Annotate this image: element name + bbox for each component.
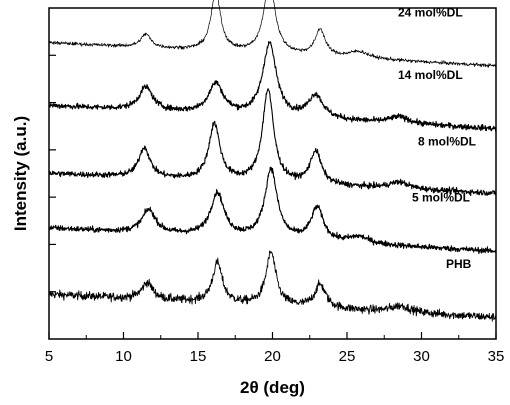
x-tick-label: 5 xyxy=(45,348,53,365)
series-label: 14 mol%DL xyxy=(398,68,463,82)
series-line-5-mol-dl xyxy=(48,166,497,255)
x-axis: 5 10 15 20 25 30 35 xyxy=(45,332,505,365)
y-axis-title: Intensity (a.u.) xyxy=(11,116,30,231)
series-label: PHB xyxy=(446,257,472,271)
series-label: 5 mol%DL xyxy=(412,191,470,205)
y-axis xyxy=(49,54,56,293)
x-tick-label: 10 xyxy=(115,348,132,365)
series-line-14-mol-dl xyxy=(48,40,497,132)
series-line-phb xyxy=(48,250,497,322)
x-tick-label: 15 xyxy=(190,348,207,365)
x-axis-title: 2θ (deg) xyxy=(240,378,305,397)
x-tick-label: 30 xyxy=(413,348,430,365)
series-line-24-mol-dl xyxy=(48,0,497,68)
series-label: 24 mol%DL xyxy=(398,5,463,19)
series-labels: PHB 5 mol%DL 8 mol%DL 14 mol%DL 24 mol%DL xyxy=(398,5,476,271)
curves-layer xyxy=(48,0,497,322)
x-tick-label: 35 xyxy=(488,348,505,365)
x-tick-label: 20 xyxy=(264,348,281,365)
series-line-8-mol-dl xyxy=(48,88,497,197)
series-label: 8 mol%DL xyxy=(418,134,476,148)
x-tick-label: 25 xyxy=(339,348,356,365)
